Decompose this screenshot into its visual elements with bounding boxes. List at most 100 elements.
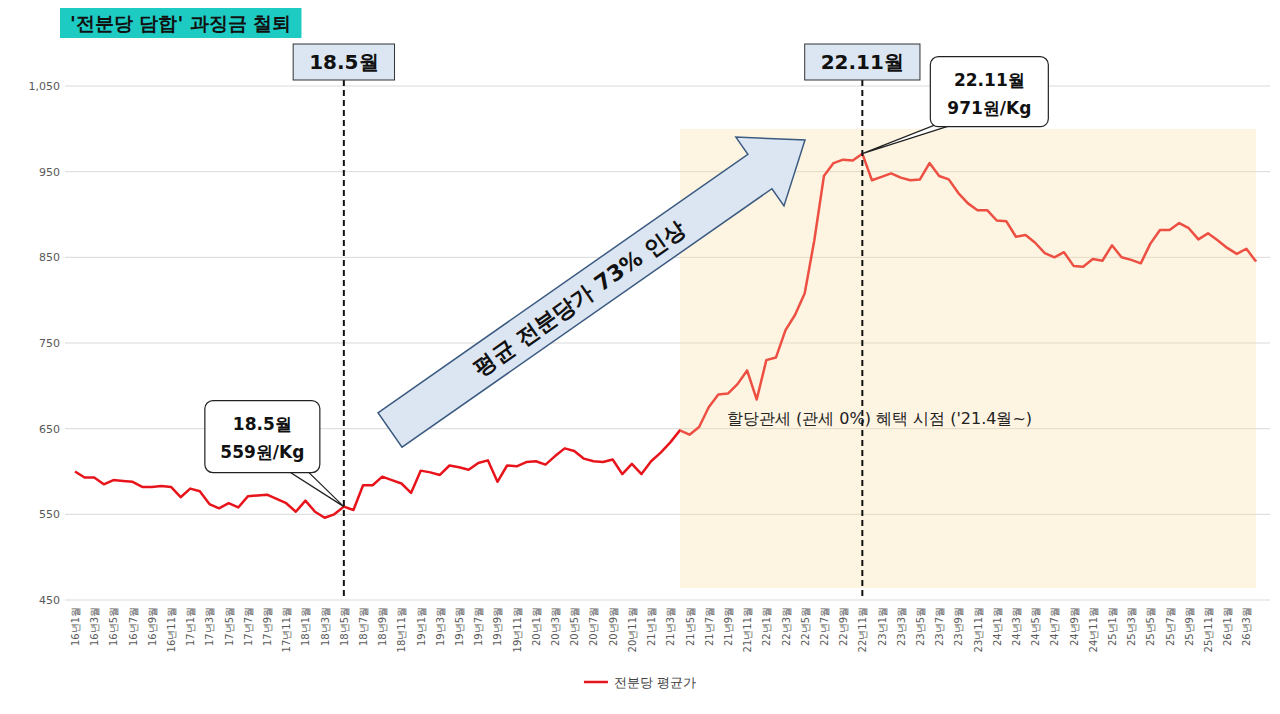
x-tick-label: 16년9월 bbox=[147, 607, 158, 646]
x-tick-label: 25년9월 bbox=[1184, 607, 1195, 646]
x-tick-label: 18년7월 bbox=[358, 607, 369, 646]
x-tick-label: 23년3월 bbox=[896, 607, 907, 646]
x-tick-label: 16년3월 bbox=[89, 607, 100, 646]
x-tick-label: 24년3월 bbox=[1011, 607, 1022, 646]
x-tick-label: 20년1월 bbox=[531, 607, 542, 646]
x-tick-label: 18년1월 bbox=[300, 607, 311, 646]
x-tick-label: 17년9월 bbox=[262, 607, 273, 646]
event-label: 22.11월 bbox=[821, 50, 904, 74]
x-tick-label: 21년11월 bbox=[742, 607, 753, 652]
trend-arrow: 평균 전분당가 73% 인상 bbox=[366, 106, 829, 465]
x-tick-label: 22년11월 bbox=[857, 607, 868, 652]
arrow-text: 평균 전분당가 73% 인상 bbox=[469, 216, 690, 381]
x-tick-label: 19년9월 bbox=[492, 607, 503, 646]
legend-swatch bbox=[584, 681, 608, 684]
x-tick-label: 23년5월 bbox=[915, 607, 926, 646]
x-tick-label: 18년5월 bbox=[339, 607, 350, 646]
legend: 전분당 평균가 bbox=[584, 675, 696, 690]
x-tick-label: 16년7월 bbox=[128, 607, 139, 646]
x-tick-label: 22년1월 bbox=[761, 607, 772, 646]
x-tick-label: 16년1월 bbox=[70, 607, 81, 646]
x-tick-label: 18년11월 bbox=[396, 607, 407, 652]
callout-text: 22.11월 bbox=[954, 70, 1025, 90]
x-tick-label: 21년9월 bbox=[723, 607, 734, 646]
x-tick-label: 24년9월 bbox=[1069, 607, 1080, 646]
x-tick-label: 23년7월 bbox=[934, 607, 945, 646]
event-label-box bbox=[293, 44, 394, 80]
x-tick-label: 20년11월 bbox=[627, 607, 638, 652]
callout: 18.5월 559원/Kg bbox=[205, 401, 344, 507]
x-tick-label: 19년1월 bbox=[416, 607, 427, 646]
grid-line bbox=[65, 86, 1270, 87]
x-tick-label: 21년7월 bbox=[704, 607, 715, 646]
x-tick-label: 19년11월 bbox=[512, 607, 523, 652]
callout-pointer bbox=[862, 124, 956, 154]
shaded-range bbox=[680, 129, 1256, 588]
x-tick-label: 17년1월 bbox=[185, 607, 196, 646]
x-tick-label: 26년1월 bbox=[1222, 607, 1233, 646]
event-line bbox=[343, 80, 345, 600]
legend-label: 전분당 평균가 bbox=[614, 675, 696, 690]
x-tick-label: 26년3월 bbox=[1241, 607, 1252, 646]
x-tick-label: 20년3월 bbox=[550, 607, 561, 646]
x-tick-label: 21년3월 bbox=[665, 607, 676, 646]
callout-box bbox=[930, 57, 1048, 127]
x-tick-label: 22년3월 bbox=[781, 607, 792, 646]
x-tick-label: 22년7월 bbox=[819, 607, 830, 646]
x-tick-label: 19년5월 bbox=[454, 607, 465, 646]
y-tick-label: 1,050 bbox=[29, 80, 61, 93]
x-axis-labels: 16년1월 16년3월 16년5월 16년7월 16년9월 16년11월 17년1월 17년3… bbox=[70, 607, 1252, 652]
x-tick-label: 17년3월 bbox=[204, 607, 215, 646]
x-tick-label: 23년9월 bbox=[953, 607, 964, 646]
x-tick-label: 18년9월 bbox=[377, 607, 388, 646]
x-tick-label: 21년1월 bbox=[646, 607, 657, 646]
event-label-box bbox=[805, 44, 920, 80]
x-tick-label: 20년9월 bbox=[608, 607, 619, 646]
x-tick-label: 25년1월 bbox=[1107, 607, 1118, 646]
callout-pointer bbox=[286, 470, 344, 507]
x-tick-label: 16년5월 bbox=[108, 607, 119, 646]
x-tick-label: 24년11월 bbox=[1088, 607, 1099, 652]
x-tick-label: 24년1월 bbox=[992, 607, 1003, 646]
callout: 22.11월 971원/Kg bbox=[862, 57, 1048, 154]
event-line bbox=[861, 80, 863, 600]
arrow-shape bbox=[366, 106, 829, 465]
x-tick-label: 20년7월 bbox=[588, 607, 599, 646]
x-tick-label: 21년5월 bbox=[685, 607, 696, 646]
x-tick-label: 25년7월 bbox=[1165, 607, 1176, 646]
shaded-range-label: 할당관세 (관세 0%) 혜택 시점 ('21.4월~) bbox=[727, 409, 1032, 428]
y-tick-label: 950 bbox=[39, 166, 60, 179]
callout-text: 971원/Kg bbox=[947, 98, 1031, 118]
callout-text: 559원/Kg bbox=[220, 442, 304, 462]
chart: 4505506507508509501,05016년1월16년3월16년5월16… bbox=[0, 0, 1280, 714]
y-tick-label: 750 bbox=[39, 337, 60, 350]
x-tick-label: 24년7월 bbox=[1049, 607, 1060, 646]
x-tick-label: 24년5월 bbox=[1030, 607, 1041, 646]
x-tick-label: 23년1월 bbox=[877, 607, 888, 646]
x-tick-label: 23년11월 bbox=[973, 607, 984, 652]
y-tick-label: 550 bbox=[39, 508, 60, 521]
y-tick-label: 450 bbox=[39, 594, 60, 607]
title-banner bbox=[60, 8, 301, 38]
callout-text: 18.5월 bbox=[233, 414, 292, 434]
y-tick-label: 850 bbox=[39, 251, 60, 264]
x-tick-label: 25년11월 bbox=[1203, 607, 1214, 652]
y-tick-label: 650 bbox=[39, 423, 60, 436]
x-tick-label: 19년7월 bbox=[473, 607, 484, 646]
grid bbox=[65, 86, 1270, 600]
x-tick-label: 17년7월 bbox=[243, 607, 254, 646]
callout-box bbox=[205, 401, 320, 473]
grid-line bbox=[65, 600, 1270, 601]
x-tick-label: 25년5월 bbox=[1145, 607, 1156, 646]
x-tick-label: 18년3월 bbox=[320, 607, 331, 646]
x-tick-label: 16년11월 bbox=[166, 607, 177, 652]
title: '전분당 담합' 과징금 철퇴 bbox=[70, 12, 291, 34]
x-tick-label: 17년5월 bbox=[224, 607, 235, 646]
x-tick-label: 22년9월 bbox=[838, 607, 849, 646]
x-tick-label: 17년11월 bbox=[281, 607, 292, 652]
event-label: 18.5월 bbox=[309, 50, 378, 74]
x-tick-label: 20년5월 bbox=[569, 607, 580, 646]
x-tick-label: 22년5월 bbox=[800, 607, 811, 646]
x-tick-label: 25년3월 bbox=[1126, 607, 1137, 646]
x-tick-label: 19년3월 bbox=[435, 607, 446, 646]
